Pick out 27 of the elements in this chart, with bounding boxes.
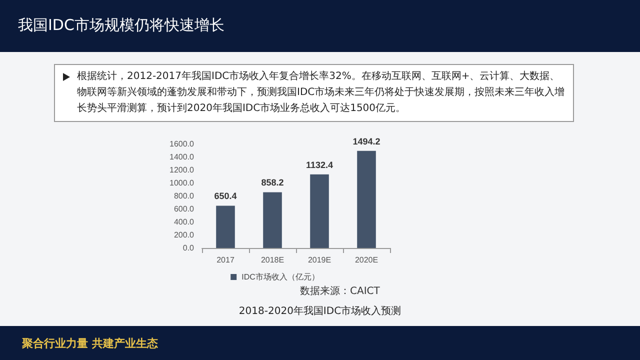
y-tick-label: 600.0 <box>174 204 195 214</box>
x-tick-label: 2018E <box>260 256 284 264</box>
x-tick-label: 2017 <box>216 256 235 264</box>
y-tick-label: 800.0 <box>174 192 195 200</box>
chart-title: 我国IDC市场规模仍将快速增长 <box>18 16 224 35</box>
y-tick-label: 400.0 <box>174 218 195 226</box>
bar <box>357 150 376 248</box>
text: 聚合行业力量 共建产业生态 <box>22 336 158 351</box>
y-tick-label: 1400.0 <box>170 152 195 162</box>
y-tick-label: 1200.0 <box>170 166 195 174</box>
y-tick-label: 1600.0 <box>170 140 195 148</box>
y-tick-label: 1000.0 <box>170 178 195 188</box>
x-tick-label: 2019E <box>308 256 332 264</box>
source-note: 数据来源：CAICT <box>300 284 380 298</box>
bar <box>310 174 329 248</box>
text: 根据统计，2012-2017年我国IDC市场收入年复合增长率32%。在移动互联网、互联网+、云计算、大数据、物联网等新兴领域的蓬勃发展和带动下，预测我国IDC市场未来三年仍将处于快速发展期，按照未来三年收入增长势头平滑测算，预计到2020年我国IDC市场业务总收入可达1500亿元。 <box>54 64 574 122</box>
data-label: 1494.2 <box>352 136 380 146</box>
data-label: 858.2 <box>261 178 284 188</box>
x-tick-label: 2020E <box>354 256 378 264</box>
bar <box>263 192 282 248</box>
data-label: 650.4 <box>214 191 237 202</box>
y-tick-label: 0.0 <box>182 244 195 252</box>
legend-label: IDC市场收入（亿元） <box>242 272 320 282</box>
data-label: 1132.4 <box>306 160 334 170</box>
bar <box>216 206 235 248</box>
text: 2018-2020年我国IDC市场收入预测 <box>238 304 402 318</box>
y-tick-label: 200.0 <box>174 230 195 240</box>
